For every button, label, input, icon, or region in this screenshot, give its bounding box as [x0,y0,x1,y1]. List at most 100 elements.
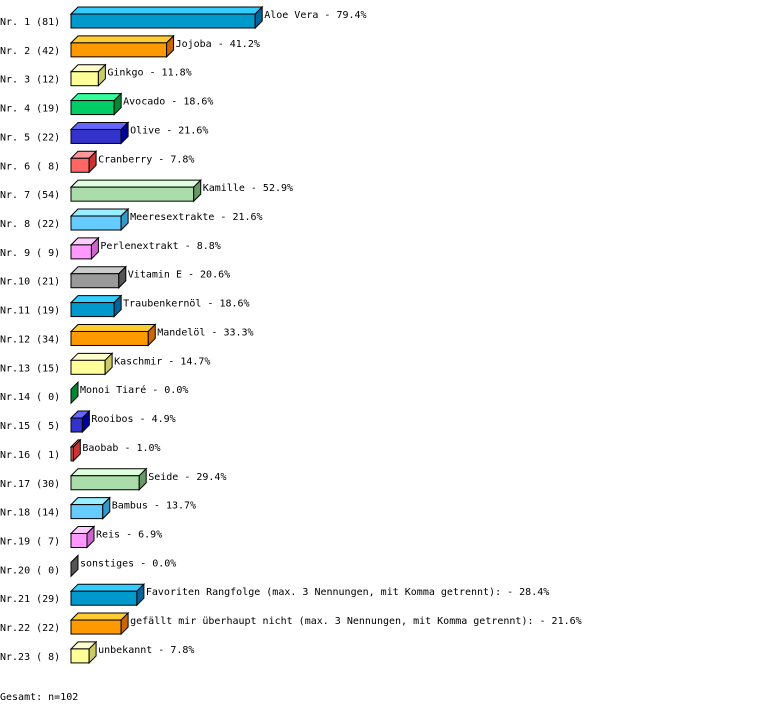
value-label: Bambus - 13.7% [112,501,196,512]
bar [70,71,99,87]
value-label: Cranberry - 7.8% [98,154,194,165]
row-label: Nr. 3 (12) [0,75,60,86]
bar-top [69,612,130,621]
bar-side [90,236,99,261]
bar-top [69,93,123,102]
bar-top [69,266,127,275]
value-label: Perlenextrakt - 8.8% [100,241,220,252]
bar-side [120,207,129,232]
row-label: Nr.22 (22) [0,623,60,634]
bar-side [86,525,95,549]
value-label: Monoi Tiaré - 0.0% [80,384,188,396]
bar-side [81,409,90,434]
value-label: Meeresextrakte - 21.6% [130,212,262,223]
row-label: Nr. 6 ( 8) [0,161,60,172]
value-label: gefällt mir überhaupt nicht (max. 3 Nenn… [130,616,582,627]
bar-top [69,179,202,188]
bar-side [88,640,97,665]
bar-side [147,323,156,347]
bar [70,504,104,520]
bar-top [69,583,146,592]
bar-side [120,121,129,145]
row-label: Nr.15 ( 5) [0,421,60,432]
bar-side [254,5,263,30]
bar-side [113,294,122,318]
row-label: Nr. 2 (42) [0,46,60,57]
bar [70,186,195,202]
row-label: Nr.17 (30) [0,479,60,490]
value-label: sonstiges - 0.0% [80,558,176,569]
bar [70,42,168,58]
bar-side [70,554,79,578]
row-label: Nr.13 (15) [0,363,60,374]
row-label: Nr.21 (29) [0,594,60,605]
bar-side [97,63,106,87]
bar [70,359,106,375]
bar [70,532,88,548]
bar-side [193,178,202,203]
bar [70,273,120,289]
bar-top [69,323,157,332]
bar-side [104,352,113,376]
bar-side [138,467,147,491]
row-label: Nr.14 ( 0) [0,392,60,403]
row-label: Nr.20 ( 0) [0,565,60,576]
bar-side [113,92,122,116]
row-label: Nr.23 ( 8) [0,652,60,663]
value-label: Jojoba - 41.2% [176,39,260,50]
value-label: Reis - 6.9% [96,529,162,540]
value-label: Vitamin E - 20.6% [128,270,230,281]
bar-side [166,34,175,59]
bar [70,619,122,635]
value-label: Kaschmir - 14.7% [114,356,210,367]
value-label: Aloe Vera - 79.4% [264,10,366,21]
bar-side [136,582,145,607]
bar-top [69,6,264,15]
bar-top [69,121,130,130]
row-label: Nr.10 (21) [0,277,60,288]
bar-top [69,468,148,477]
bar-side [70,380,79,405]
bar [70,648,90,664]
bar [70,417,83,433]
bar [70,157,90,173]
bar-top [69,208,130,217]
row-label: Nr.19 ( 7) [0,536,60,547]
row-label: Nr.11 (19) [0,306,60,317]
bar [70,13,256,29]
value-label: Ginkgo - 11.8% [107,68,191,79]
bar-side [118,265,127,289]
row-label: Nr. 8 (22) [0,219,60,230]
bar [70,100,115,116]
value-label: unbekannt - 7.8% [98,645,194,656]
row-label: Nr. 1 (81) [0,17,60,28]
bar [70,215,122,231]
row-label: Nr. 9 ( 9) [0,248,60,259]
value-label: Seide - 29.4% [148,472,226,483]
bar-top [69,35,175,44]
row-label: Nr. 4 (19) [0,104,60,115]
bar-chart: Nr. 1 (81) Aloe Vera - 79.4% Nr. 2 (42) Joj… [0,5,582,665]
value-label: Avocado - 18.6% [123,97,213,108]
bar [70,590,138,606]
row-label: Nr. 5 (22) [0,132,60,143]
total-label: Gesamt: n=102 [0,692,79,703]
bar [70,244,92,260]
row-label: Nr. 7 (54) [0,190,60,201]
value-label: Olive - 21.6% [130,125,208,136]
value-label: Favoriten Rangfolge (max. 3 Nennungen, m… [146,587,549,598]
row-label: Nr.16 ( 1) [0,450,60,461]
bar [70,128,122,144]
row-label: Nr.12 (34) [0,334,60,345]
value-label: Rooibos - 4.9% [91,414,175,425]
bar [70,302,115,318]
bar-side [102,496,111,520]
bar-side [88,150,97,174]
bar-top [69,295,123,304]
value-label: Mandelöl - 33.3% [157,327,253,338]
value-label: Baobab - 1.0% [82,443,160,454]
bar [70,330,149,346]
value-label: Kamille - 52.9% [203,183,293,194]
bar-side [72,438,81,463]
bar-side [120,611,129,636]
